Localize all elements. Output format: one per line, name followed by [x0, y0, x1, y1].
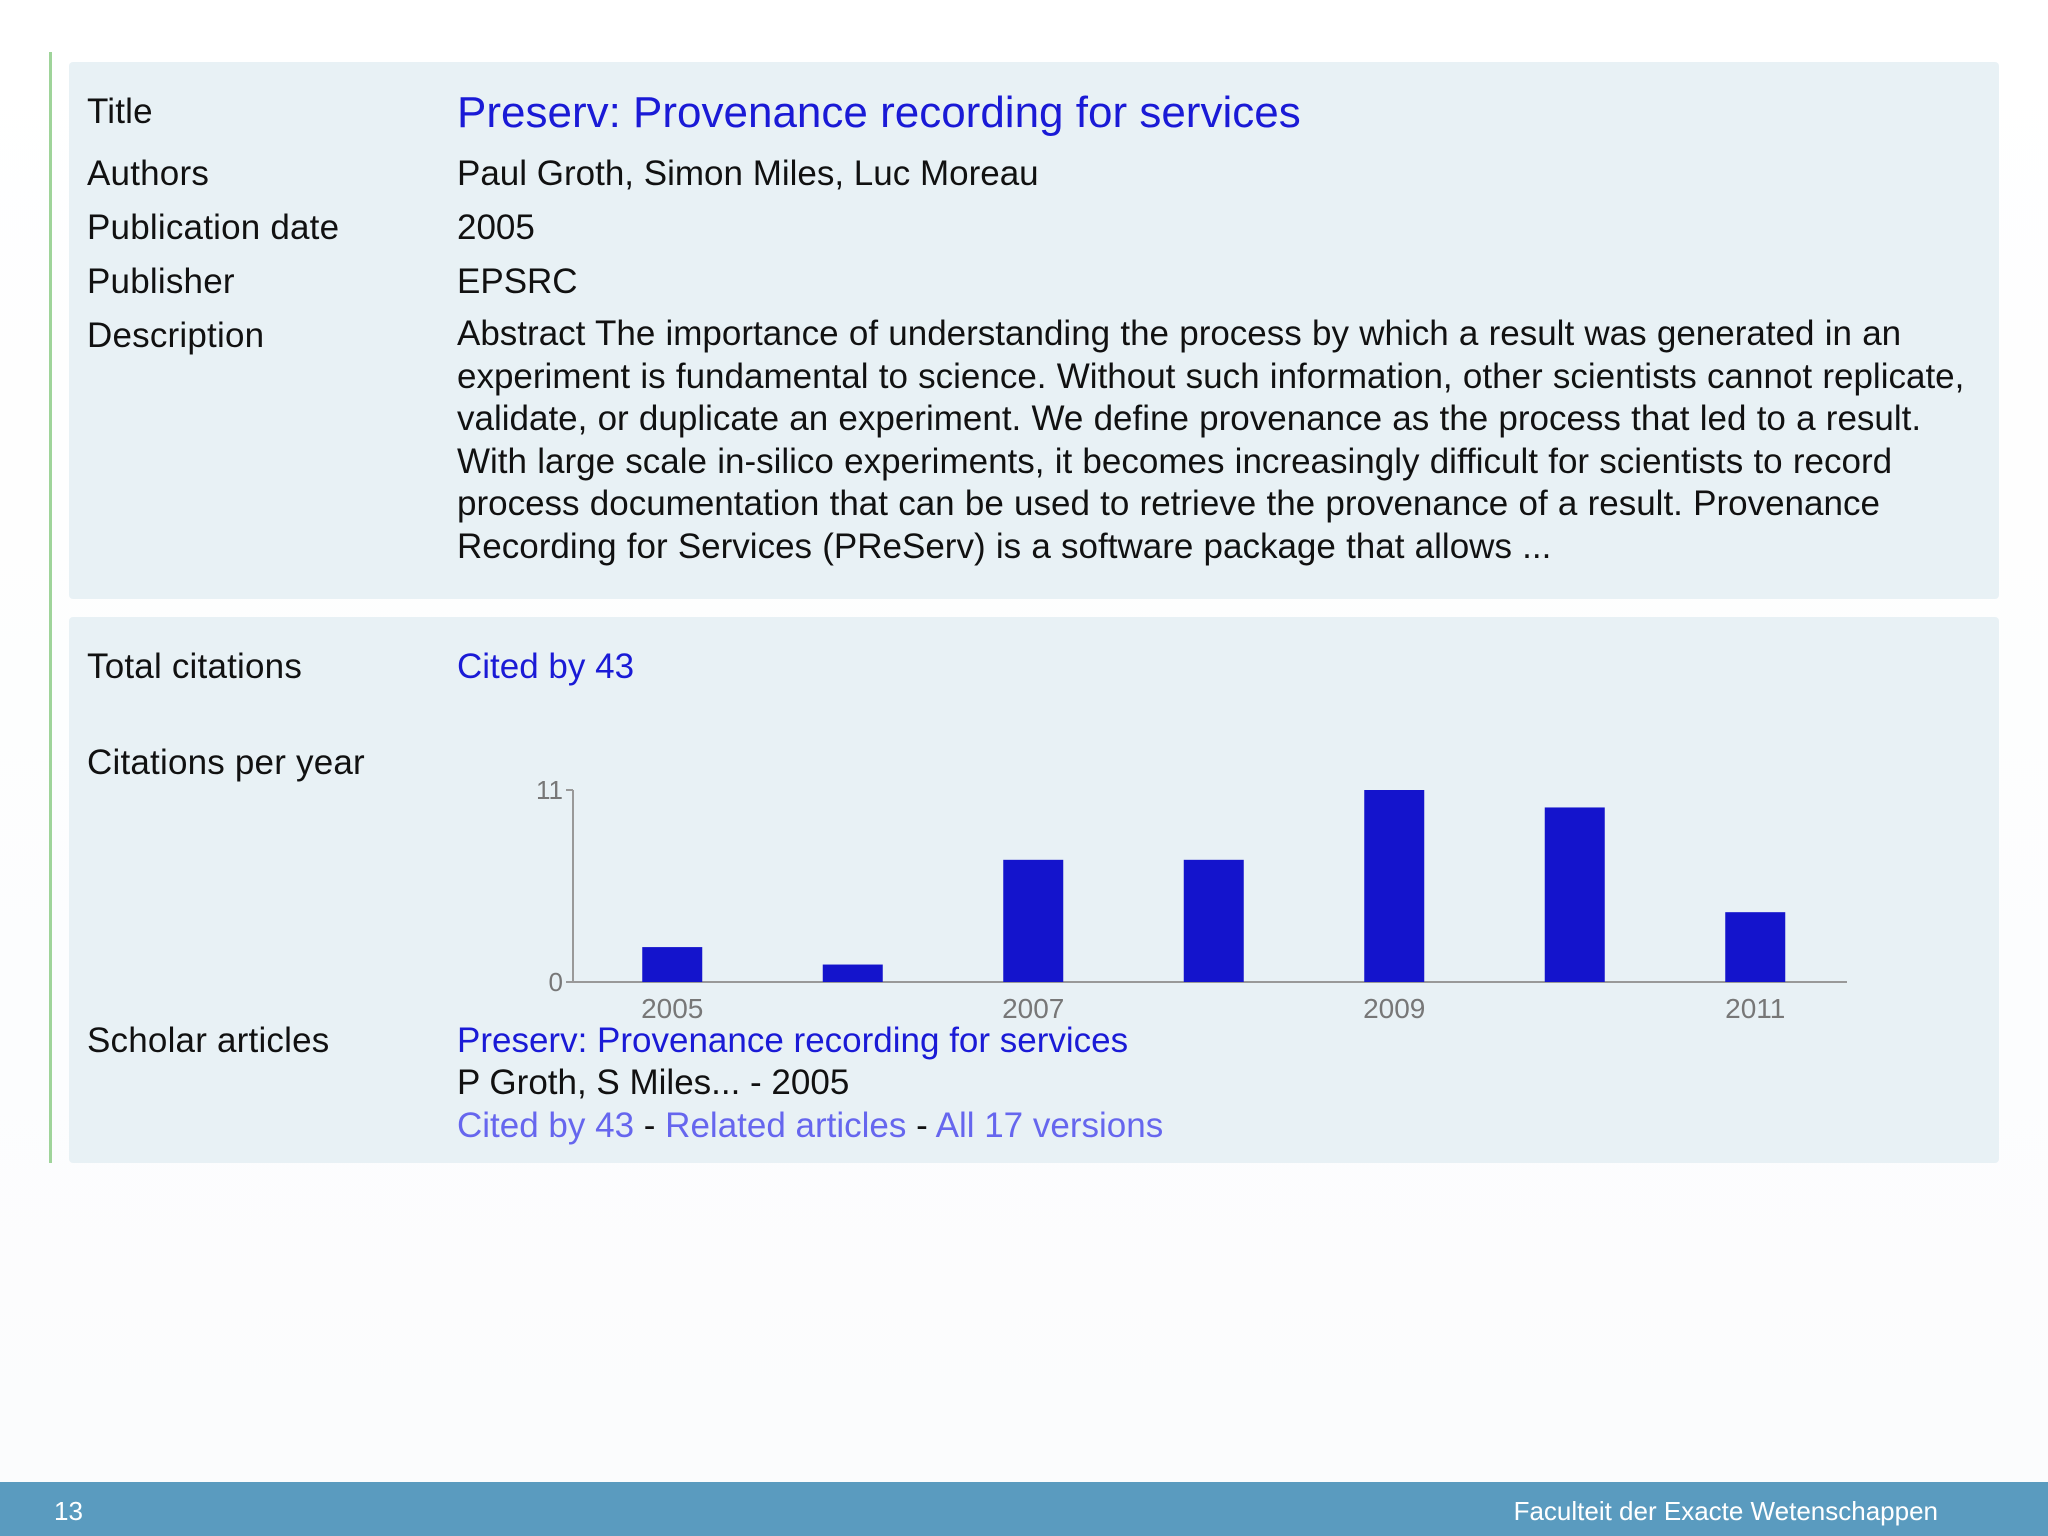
chart-y-tick-label: 11: [536, 775, 563, 805]
title-link[interactable]: Preserv: Provenance recording for servic…: [457, 88, 1301, 137]
related-articles-link[interactable]: Related articles: [665, 1106, 907, 1145]
chart-bar: [642, 947, 703, 982]
chart-bar: [1003, 859, 1064, 982]
slide-footer: 13 Faculteit der Exacte Wetenschappen: [0, 1482, 2048, 1536]
chart-x-tick-label: 2005: [641, 993, 703, 1024]
chart-x-tick-label: 2011: [1725, 993, 1785, 1024]
total-citations-label: Total citations: [87, 647, 303, 686]
chart-bar: [822, 964, 883, 982]
chart-bar: [1725, 912, 1786, 982]
scholar-article-link[interactable]: Preserv: Provenance recording for servic…: [457, 1021, 1129, 1060]
link-separator: -: [634, 1106, 666, 1145]
chart-x-tick-label: 2007: [1002, 993, 1064, 1024]
description-label: Description: [87, 316, 265, 355]
title-label: Title: [87, 92, 153, 131]
cited-by-link[interactable]: Cited by 43: [457, 1106, 635, 1145]
scholar-article-links: Cited by 43 - Related articles - All 17 …: [457, 1106, 1163, 1146]
chart-y-tick-label: 0: [549, 967, 563, 997]
publisher-value: EPSRC: [457, 262, 578, 301]
pubdate-value: 2005: [457, 208, 535, 247]
chart-bar: [1183, 859, 1244, 982]
organization-name: Faculteit der Exacte Wetenschappen: [1513, 1496, 1938, 1526]
article-details-panel: Title Preserv: Provenance recording for …: [69, 62, 1999, 599]
authors-value: Paul Groth, Simon Miles, Luc Moreau: [457, 154, 1039, 193]
citations-bar-chart: 0 11 2005 2007 2009 2011: [536, 775, 1847, 1024]
chart-bar: [1544, 807, 1605, 982]
description-value: Abstract The importance of understanding…: [457, 314, 1965, 566]
citations-panel: Total citations Cited by 43 Citations pe…: [69, 617, 1999, 1163]
all-versions-link[interactable]: All 17 versions: [935, 1106, 1164, 1145]
total-citations-link[interactable]: Cited by 43: [457, 647, 635, 686]
scholar-articles-label: Scholar articles: [87, 1021, 330, 1060]
authors-label: Authors: [87, 154, 210, 193]
citations-per-year-label: Citations per year: [87, 743, 365, 782]
publisher-label: Publisher: [87, 262, 235, 301]
chart-bar: [1364, 790, 1425, 982]
chart-x-tick-label: 2009: [1363, 993, 1425, 1024]
link-separator: -: [906, 1106, 936, 1145]
page-number: 13: [54, 1496, 83, 1526]
scholar-article-authors: P Groth, S Miles... - 2005: [457, 1063, 850, 1102]
pubdate-label: Publication date: [87, 208, 340, 247]
accent-rule: [49, 52, 52, 1163]
